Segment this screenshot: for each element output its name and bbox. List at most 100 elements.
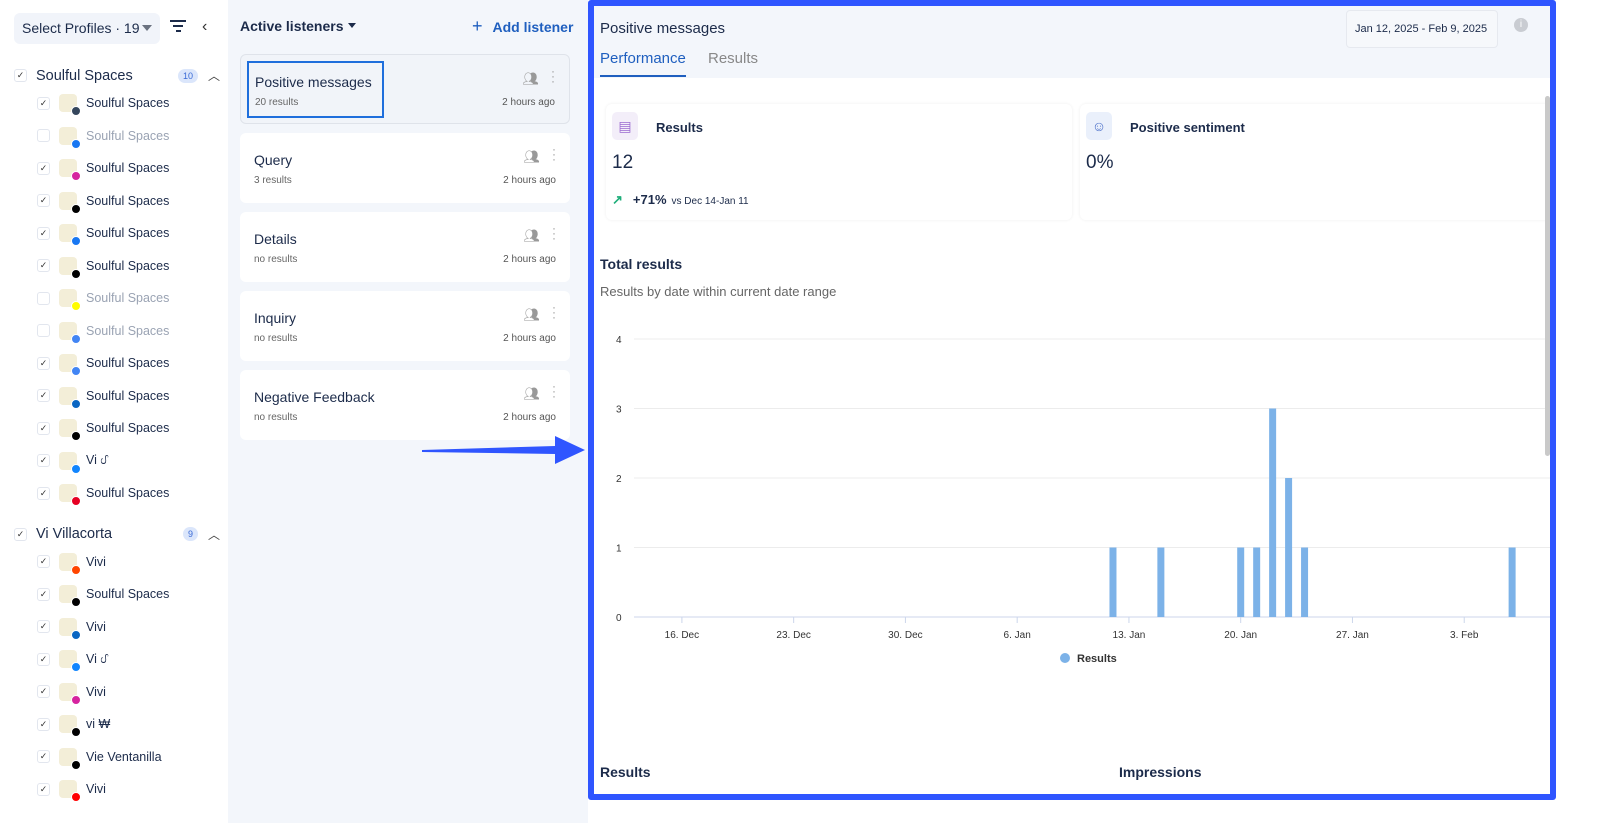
- profile-checkbox[interactable]: ✓: [37, 486, 50, 500]
- profile-item[interactable]: Soulful Spaces: [37, 289, 217, 311]
- listener-results: 20 results: [255, 97, 299, 108]
- kpi-value: 12: [612, 152, 634, 173]
- listener-card[interactable]: Negative Feedback no results 2 hours ago 👥︎…: [240, 370, 570, 440]
- profile-item[interactable]: ✓ Soulful Spaces: [37, 159, 217, 181]
- scrollbar[interactable]: [1545, 96, 1550, 456]
- linkedin-icon: [71, 629, 81, 640]
- profile-name: Soulful Spaces: [86, 226, 170, 240]
- select-profiles-dropdown[interactable]: Select Profiles · 19: [14, 13, 160, 44]
- profile-sidebar: Select Profiles · 19 ‹ ✓ Soulful Spaces 10…: [0, 0, 228, 823]
- profile-checkbox[interactable]: [37, 291, 50, 305]
- chevron-up-icon[interactable]: ︿: [207, 69, 220, 83]
- profile-checkbox[interactable]: ✓: [37, 161, 50, 175]
- profile-item[interactable]: ✓ Soulful Spaces: [37, 354, 217, 376]
- more-icon[interactable]: · · ·: [552, 379, 556, 403]
- filter-icon[interactable]: [170, 20, 186, 35]
- x-tick-label: 30. Dec: [888, 630, 922, 641]
- profile-item[interactable]: ✓ Soulful Spaces: [37, 585, 217, 607]
- group-name: Soulful Spaces: [36, 67, 133, 84]
- avatar: [59, 126, 81, 149]
- profile-item[interactable]: ✓ Soulful Spaces: [37, 386, 217, 409]
- highlight-box: [247, 61, 384, 118]
- people-icon[interactable]: 👥︎: [522, 71, 539, 86]
- people-icon[interactable]: 👥︎: [523, 386, 540, 401]
- profile-item[interactable]: ✓ Soulful Spaces: [37, 256, 217, 279]
- profile-item[interactable]: ✓ Vie Ventanilla: [37, 747, 217, 770]
- profile-item[interactable]: ✓ Vivi: [37, 780, 217, 802]
- date-range-picker[interactable]: Jan 12, 2025 - Feb 9, 2025: [1346, 10, 1498, 48]
- profile-checkbox[interactable]: ✓: [37, 782, 50, 796]
- profile-checkbox[interactable]: ✓: [37, 226, 50, 240]
- active-listeners-title[interactable]: Active listeners: [240, 18, 344, 34]
- collapse-chevron-icon[interactable]: ‹: [202, 18, 208, 35]
- avatar: [59, 256, 81, 279]
- profile-name: Soulful Spaces: [86, 128, 170, 143]
- profile-checkbox[interactable]: ✓: [37, 194, 50, 207]
- x-tick-label: 20. Jan: [1224, 630, 1257, 641]
- profile-checkbox[interactable]: ✓: [37, 454, 50, 467]
- profile-checkbox[interactable]: ✓: [37, 685, 50, 698]
- listener-name: Negative Feedback: [254, 389, 375, 405]
- avatar: [59, 617, 81, 640]
- profile-item[interactable]: ✓ Soulful Spaces: [37, 224, 217, 246]
- profile-checkbox[interactable]: ✓: [37, 587, 50, 601]
- profile-item[interactable]: ✓ Vivi: [37, 682, 217, 705]
- avatar: [59, 780, 81, 802]
- avatar: [59, 354, 81, 376]
- profile-checkbox[interactable]: ✓: [37, 356, 50, 370]
- group-checkbox[interactable]: ✓: [14, 527, 27, 541]
- listener-card[interactable]: Query 3 results 2 hours ago 👥︎ · · ·: [240, 133, 570, 203]
- chevron-up-icon[interactable]: ︿: [207, 527, 220, 542]
- profile-group[interactable]: ✓ Soulful Spaces 10 ︿: [14, 67, 220, 84]
- tab-performance[interactable]: Performance: [600, 50, 686, 77]
- profile-item[interactable]: ✓ Soulful Spaces: [37, 191, 217, 214]
- listener-card[interactable]: Inquiry no results 2 hours ago 👥︎ · · ·: [240, 291, 570, 361]
- profile-checkbox[interactable]: ✓: [37, 717, 50, 731]
- caret-down-icon[interactable]: [348, 23, 356, 32]
- add-listener-button[interactable]: + Add listener: [472, 16, 573, 37]
- profile-checkbox[interactable]: [37, 324, 50, 337]
- profile-name: Soulful Spaces: [86, 587, 170, 601]
- profile-checkbox[interactable]: ✓: [37, 259, 50, 272]
- listener-card[interactable]: Positive messages 20 results 2 hours ago 👥︎…: [240, 54, 570, 124]
- profile-item[interactable]: Soulful Spaces: [37, 126, 217, 149]
- y-tick-label: 2: [616, 474, 622, 485]
- profile-item[interactable]: ✓ Vivi: [37, 552, 217, 575]
- people-icon[interactable]: 👥︎: [523, 149, 540, 164]
- info-icon[interactable]: i: [1514, 18, 1528, 32]
- more-icon[interactable]: · · ·: [552, 221, 556, 245]
- profile-checkbox[interactable]: ✓: [37, 750, 50, 763]
- people-icon[interactable]: 👥︎: [523, 228, 540, 243]
- more-icon[interactable]: · · ·: [552, 142, 556, 166]
- profile-checkbox[interactable]: [37, 129, 50, 142]
- y-tick-label: 1: [616, 544, 622, 555]
- group-checkbox[interactable]: ✓: [14, 69, 27, 82]
- profile-item[interactable]: Soulful Spaces: [37, 321, 217, 344]
- total-results-subtitle: Results by date within current date rang…: [600, 284, 837, 299]
- profile-item[interactable]: ✓ Soulful Spaces: [37, 94, 217, 116]
- profile-item[interactable]: ✓ Vi ᦔ: [37, 650, 217, 672]
- tab-results[interactable]: Results: [708, 50, 759, 67]
- profile-item[interactable]: ✓ vi ₩: [37, 715, 217, 737]
- people-icon[interactable]: 👥︎: [523, 307, 540, 322]
- caret-down-icon: [142, 25, 152, 36]
- results-section-title: Results: [600, 764, 651, 780]
- profile-group[interactable]: ✓ Vi Villacorta 9 ︿: [14, 526, 220, 543]
- profile-checkbox[interactable]: ✓: [37, 389, 50, 402]
- profile-item[interactable]: ✓ Soulful Spaces: [37, 419, 217, 441]
- kpi-value: 0%: [1086, 152, 1114, 173]
- profile-item[interactable]: ✓ Vivi: [37, 617, 217, 640]
- group-count-badge: 9: [182, 527, 198, 541]
- profile-checkbox[interactable]: ✓: [37, 555, 50, 568]
- profile-item[interactable]: ✓ Vi ᦔ: [37, 451, 217, 474]
- profile-checkbox[interactable]: ✓: [37, 620, 50, 633]
- more-icon[interactable]: · · ·: [552, 300, 556, 324]
- more-icon[interactable]: · · ·: [551, 64, 555, 88]
- kpi-card-results: ▤ Results 12 ↗ +71% vs Dec 14-Jan 11: [606, 104, 1072, 220]
- profile-checkbox[interactable]: ✓: [37, 96, 50, 110]
- profile-checkbox[interactable]: ✓: [37, 421, 50, 435]
- total-results-title: Total results: [600, 256, 683, 272]
- profile-item[interactable]: ✓ Soulful Spaces: [37, 484, 217, 506]
- listener-card[interactable]: Details no results 2 hours ago 👥︎ · · ·: [240, 212, 570, 282]
- profile-checkbox[interactable]: ✓: [37, 652, 50, 666]
